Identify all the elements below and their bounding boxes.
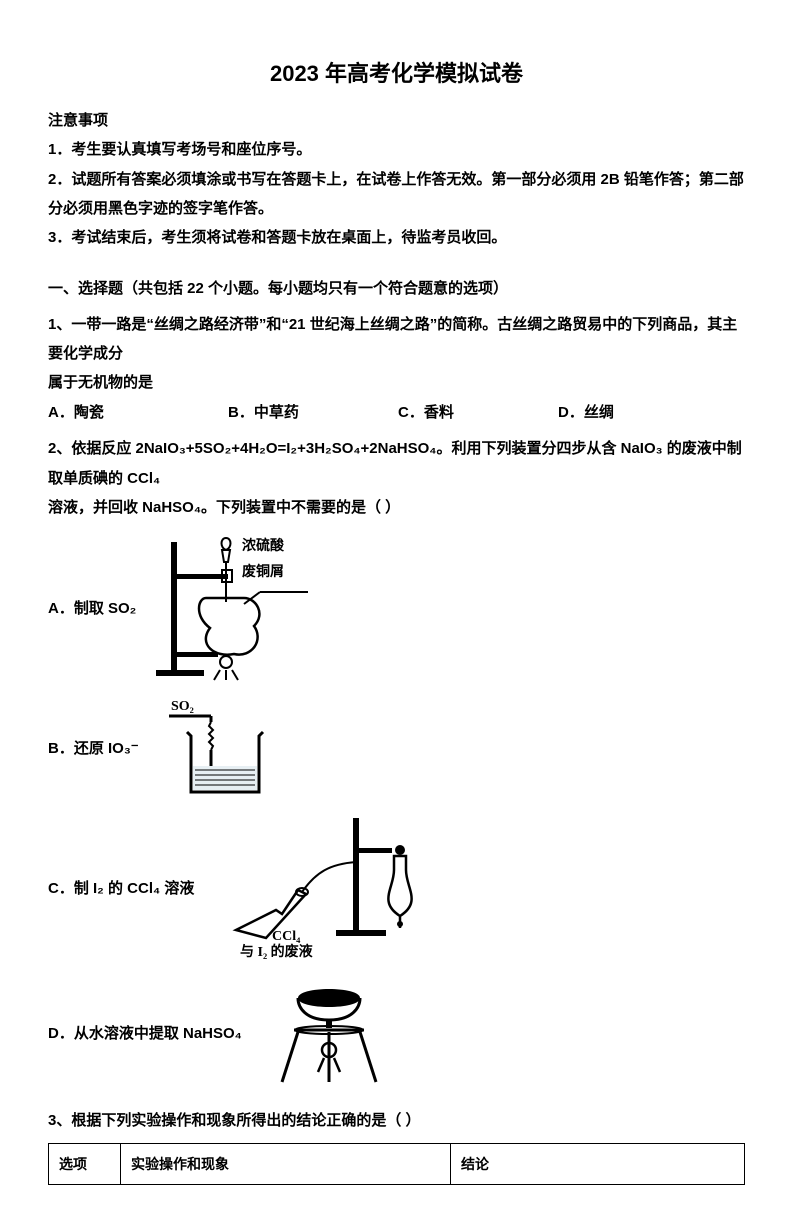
q2-choice-d: D．从水溶液中提取 NaHSO₄: [48, 972, 745, 1092]
q2-choice-d-label: D．从水溶液中提取 NaHSO₄: [48, 1022, 242, 1043]
q2c-bottom-label-line1: CCl₄: [272, 929, 301, 944]
section1-heading: 一、选择题（共包括 22 个小题。每小题均只有一个符合题意的选项）: [48, 274, 745, 303]
q2-choice-c-label: C．制 I₂ 的 CCl₄ 溶液: [48, 877, 194, 898]
q2-stem-line2: 溶液，并回收 NaHSO₄。下列装置中不需要的是（ ）: [48, 493, 745, 522]
q2-choice-a-diagram: 浓硫酸 废铜屑: [148, 532, 328, 682]
q3-th-opt: 选项: [49, 1144, 121, 1185]
q2a-label-mid: 废铜屑: [242, 563, 284, 580]
q2-choice-b-label: B．还原 IO₃⁻: [48, 737, 139, 758]
q2a-label-top: 浓硫酸: [242, 537, 285, 554]
notice-line-1: 1．考生要认真填写考场号和座位序号。: [48, 135, 745, 164]
q1-option-b: B．中草药: [228, 401, 398, 422]
q1-stem-line2: 属于无机物的是: [48, 368, 745, 397]
q3-stem: 3、根据下列实验操作和现象所得出的结论正确的是（ ）: [48, 1106, 745, 1135]
q1-options-row: A．陶瓷 B．中草药 C．香料 D．丝绸: [48, 401, 745, 422]
q2-choice-a-label: A．制取 SO₂: [48, 597, 136, 618]
q2-choice-c: C．制 I₂ 的 CCl₄ 溶液 CCl₄ 与 I₂ 的废液: [48, 812, 745, 962]
q2-choice-d-diagram: [254, 972, 404, 1092]
table-row: 选项 实验操作和现象 结论: [49, 1144, 745, 1185]
page-title: 2023 年高考化学模拟试卷: [48, 56, 745, 88]
q1-option-c: C．香料: [398, 401, 558, 422]
q2-choice-b-diagram: SO₂: [151, 692, 301, 802]
q2-choice-b: B．还原 IO₃⁻ SO₂: [48, 692, 745, 802]
q2-stem-line1: 2、依据反应 2NaIO₃+5SO₂+4H₂O=I₂+3H₂SO₄+2NaHSO…: [48, 434, 745, 493]
q3-table: 选项 实验操作和现象 结论: [48, 1143, 745, 1185]
q3-th-oper: 实验操作和现象: [121, 1144, 451, 1185]
q2-choice-a: A．制取 SO₂ 浓硫酸 废铜屑: [48, 532, 745, 682]
q2b-gas-label: SO₂: [171, 699, 194, 714]
q1-option-a: A．陶瓷: [48, 401, 228, 422]
notice-line-2: 2．试题所有答案必须填涂或书写在答题卡上，在试卷上作答无效。第一部分必须用 2B…: [48, 165, 745, 224]
q2c-bottom-label-line2: 与 I₂ 的废液: [240, 943, 314, 960]
q3-th-concl: 结论: [451, 1144, 745, 1185]
q1-stem-line1: 1、一带一路是“丝绸之路经济带”和“21 世纪海上丝绸之路”的简称。古丝绸之路贸…: [48, 310, 745, 369]
notice-header: 注意事项: [48, 106, 745, 135]
q1-option-d: D．丝绸: [558, 401, 698, 422]
notice-line-3: 3．考试结束后，考生须将试卷和答题卡放在桌面上，待监考员收回。: [48, 223, 745, 252]
q2-choice-c-diagram: CCl₄ 与 I₂ 的废液: [206, 812, 446, 962]
